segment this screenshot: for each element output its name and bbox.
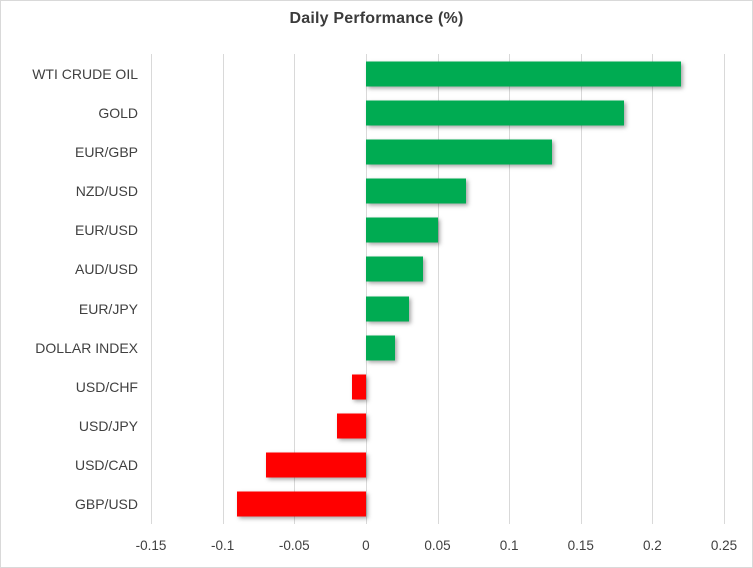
value-axis: -0.15 -0.1 -0.05 0 0.05 0.1 0.15 0.2 0.25 [136,538,738,556]
bar-eur-jpy [365,296,409,322]
bar-row [151,485,724,524]
category-label: GOLD [98,104,138,121]
gridline [151,54,152,524]
bar-usd-jpy [337,413,366,439]
x-tick-label: 0.2 [642,538,662,553]
gridline [652,54,654,524]
gridline [365,54,367,524]
bar-row [151,367,724,406]
x-tick-label: -0.1 [210,538,235,553]
category-label: EUR/USD [74,222,138,239]
bar-row [151,446,724,485]
bar-wti-crude-oil [365,61,682,87]
gridline [509,54,511,524]
bar-gbp-usd [236,491,366,517]
category-label: AUD/USD [74,261,138,278]
bar-row [151,172,724,211]
bar-row [151,289,724,328]
x-tick-label: 0.1 [499,538,519,553]
gridline [222,54,224,524]
bar-nzd-usd [365,178,467,204]
x-tick-label: 0.05 [424,538,451,553]
category-axis: WTI CRUDE OIL GOLD EUR/GBP NZD/USD EUR/USD AU… [1,54,138,524]
plot-area [151,54,725,524]
category-label: DOLLAR INDEX [35,339,138,356]
bar-aud-usd [365,256,424,282]
category-label: GBP/USD [74,496,138,513]
x-tick-label: 0.15 [567,538,594,553]
bar-eur-usd [365,217,438,243]
bar-eur-gbp [365,139,553,165]
bar-usd-cad [265,452,366,478]
category-label: EUR/JPY [78,300,138,317]
bar-gold [365,100,624,126]
x-tick-label: -0.05 [278,538,310,553]
category-label: USD/JPY [78,418,138,435]
bar-row [151,407,724,446]
bar-dollar-index [365,335,395,361]
x-tick-label: -0.15 [135,538,167,553]
x-tick-label: 0 [362,538,370,553]
gridline [437,54,439,524]
bar-usd-chf [351,374,366,400]
x-tick-label: 0.25 [710,538,738,553]
bar-row [151,54,724,93]
category-label: USD/CHF [75,378,138,395]
chart-title: Daily Performance (%) [289,10,464,27]
bar-row [151,250,724,289]
bar-row [151,93,724,132]
bar-row [151,132,724,171]
category-label: NZD/USD [75,183,138,200]
category-label: EUR/GBP [74,143,138,160]
category-label: USD/CAD [74,457,138,474]
bar-row [151,211,724,250]
category-label: WTI CRUDE OIL [32,65,138,82]
bar-row [151,328,724,367]
gridline [724,54,725,524]
gridline [580,54,582,524]
gridline [294,54,296,524]
